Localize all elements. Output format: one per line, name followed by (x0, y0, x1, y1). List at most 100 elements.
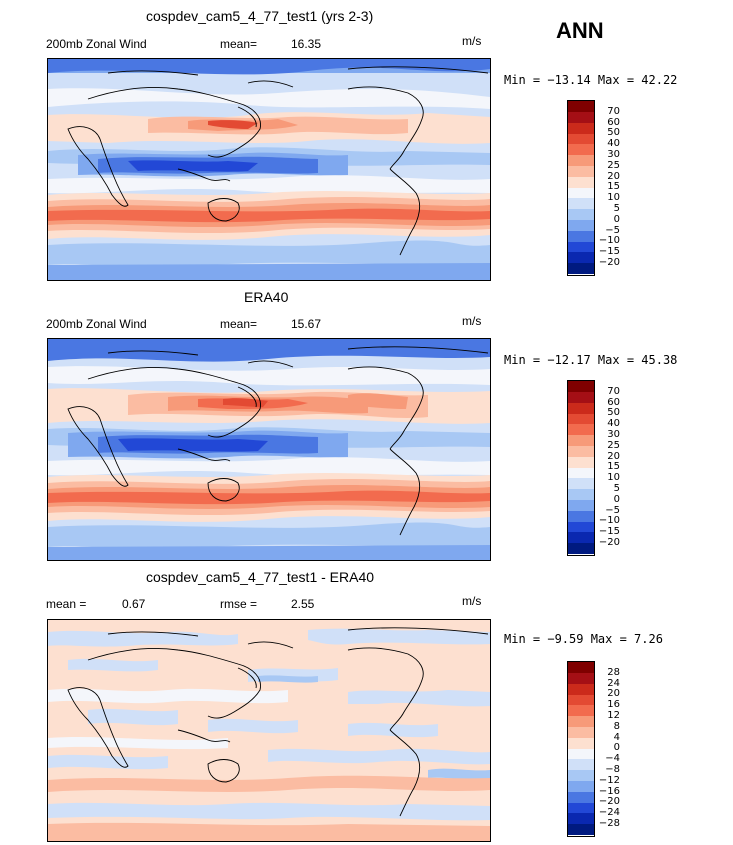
panel2-mean-label: mean= (220, 317, 258, 331)
panel2-minmax: Min = −12.17 Max = 45.38 (504, 353, 678, 367)
colorbar-swatch (568, 402, 594, 414)
colorbar-tick-label: 30 (607, 149, 620, 160)
colorbar-tick-label: 10 (607, 192, 620, 204)
colorbar-tick-label: −12 (598, 774, 620, 786)
panel2-mean-value: 15.67 (291, 317, 322, 331)
colorbar-swatch (568, 478, 594, 490)
colorbar-tick-label: 40 (607, 418, 620, 430)
colorbar-tick-label: 24 (607, 677, 620, 689)
colorbar-swatch (568, 510, 594, 522)
colorbar-tick-label: −8 (605, 764, 620, 775)
colorbar-tick-label: −20 (598, 537, 620, 548)
colorbar-tick-label: 4 (613, 731, 620, 743)
panel2-map (47, 338, 491, 561)
colorbar-swatch (568, 122, 594, 134)
colorbar-swatch (568, 683, 594, 695)
colorbar-swatch (568, 521, 594, 533)
colorbar-tick-label: −10 (598, 235, 620, 247)
colorbar-swatch (568, 791, 594, 803)
colorbar-swatch (568, 759, 594, 771)
colorbar-swatch (568, 391, 594, 403)
colorbar-swatch (568, 111, 594, 123)
colorbar-swatch (568, 532, 594, 544)
colorbar-tick-label: 20 (607, 688, 620, 700)
colorbar-swatch (568, 499, 594, 511)
colorbar-swatch (568, 187, 594, 199)
colorbar-swatch (568, 155, 594, 167)
colorbar-tick-label: −20 (598, 796, 620, 808)
colorbar-swatch (568, 824, 594, 836)
colorbar-tick-label: 60 (607, 116, 620, 128)
colorbar-tick-label: 0 (613, 493, 620, 505)
colorbar-tick-label: 20 (607, 450, 620, 462)
panel2-field-label: 200mb Zonal Wind (46, 317, 147, 331)
colorbar-swatch (568, 780, 594, 792)
panel1-colorbar: 70 60 50 40 30 25 20 15 10 5 0 −5 −10 −15 −20 (540, 100, 630, 276)
colorbar-tick-label: −15 (598, 526, 620, 538)
colorbar-tick-label: −20 (598, 257, 620, 268)
colorbar-tick-label: 0 (613, 742, 620, 754)
colorbar-swatch (568, 144, 594, 156)
colorbar-tick-label: 15 (607, 461, 620, 473)
colorbar-tick-label: −5 (605, 504, 620, 516)
colorbar-tick-label: 30 (607, 429, 620, 440)
colorbar-tick-label: −24 (598, 807, 620, 819)
season-label: ANN (556, 18, 604, 43)
colorbar-tick-label: 25 (607, 439, 620, 451)
colorbar-swatch (568, 770, 594, 782)
colorbar-tick-label: 10 (607, 472, 620, 484)
colorbar-tick-label: −10 (598, 515, 620, 527)
colorbar-swatch (568, 413, 594, 425)
panel1-mean-label: mean= (220, 37, 258, 51)
colorbar-tick-label: 70 (607, 385, 620, 397)
colorbar-swatch (568, 726, 594, 738)
colorbar-swatch (568, 209, 594, 221)
colorbar-swatch (568, 694, 594, 706)
panel3-rmse-label: rmse = (220, 597, 258, 611)
panel1-units: m/s (462, 34, 482, 48)
colorbar-swatch (568, 165, 594, 177)
colorbar-swatch (568, 219, 594, 231)
panel1-field-label: 200mb Zonal Wind (46, 37, 147, 51)
colorbar-swatch (568, 435, 594, 447)
panel3-mean-value: 0.67 (122, 597, 146, 611)
colorbar-swatch (568, 252, 594, 264)
panel3-title: cospdev_cam5_4_77_test1 - ERA40 (146, 569, 375, 585)
panel1-map (47, 58, 491, 281)
colorbar-swatch (568, 662, 594, 674)
colorbar-tick-label: 0 (613, 213, 620, 225)
colorbar-swatch (568, 543, 594, 555)
colorbar-swatch (568, 716, 594, 728)
colorbar-tick-label: 50 (607, 127, 620, 139)
panel3-map (47, 619, 491, 842)
colorbar-swatch (568, 263, 594, 275)
colorbar-tick-label: 50 (607, 407, 620, 419)
colorbar-tick-label: −5 (605, 224, 620, 236)
panel3-colorbar: 28 24 20 16 12 8 4 0 −4 −8 −12 −16 −20 −24 −28 (540, 661, 630, 837)
colorbar-swatch (568, 230, 594, 242)
colorbar-tick-label: 25 (607, 159, 620, 171)
colorbar-swatch (568, 672, 594, 684)
panel1-mean-value: 16.35 (291, 37, 322, 51)
colorbar-swatch (568, 176, 594, 188)
colorbar-swatch (568, 133, 594, 145)
colorbar-swatch (568, 198, 594, 210)
panel3-rmse-value: 2.55 (291, 597, 315, 611)
colorbar-swatch (568, 381, 594, 393)
colorbar-tick-label: 8 (613, 720, 620, 732)
colorbar-tick-label: 5 (613, 483, 620, 494)
colorbar-swatch (568, 737, 594, 749)
colorbar-swatch (568, 101, 594, 113)
colorbar-swatch (568, 467, 594, 479)
colorbar-tick-label: −15 (598, 246, 620, 258)
colorbar-tick-label: 20 (607, 170, 620, 182)
panel2-units: m/s (462, 314, 482, 328)
panel2-title: ERA40 (244, 289, 289, 305)
colorbar-swatch (568, 705, 594, 717)
colorbar-tick-label: −4 (605, 753, 620, 765)
colorbar-tick-label: 28 (607, 666, 620, 678)
colorbar-tick-label: 12 (607, 710, 620, 721)
colorbar-tick-label: 15 (607, 181, 620, 193)
colorbar-tick-label: 16 (607, 699, 620, 711)
colorbar-swatch (568, 489, 594, 501)
